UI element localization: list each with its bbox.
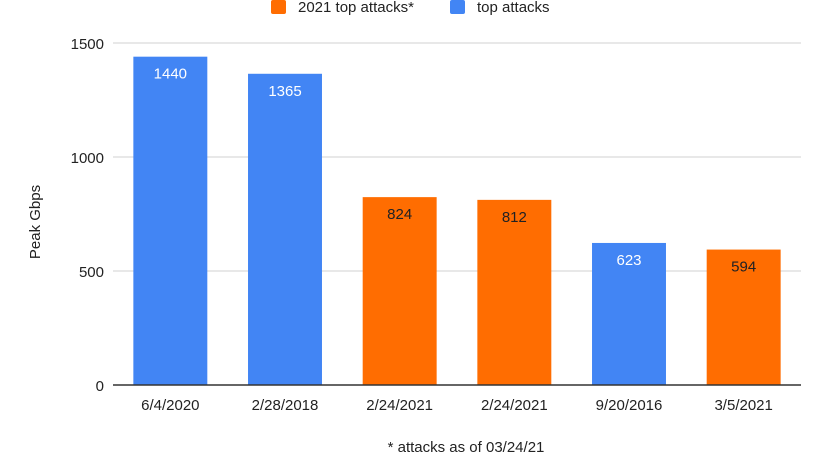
data-label: 812 [502,209,527,226]
y-tick-label: 1500 [71,36,104,53]
bar [477,199,552,385]
data-labels: 1440 1365 824 812 623 594 [154,66,757,276]
bar [362,197,437,385]
bars [133,56,781,386]
bar [592,242,666,385]
legend-swatch [450,0,465,14]
legend-label: 2021 top attacks* [298,0,414,16]
legend-label: top attacks [477,0,550,16]
y-axis-label: Peak Gbps [27,185,44,259]
bar [248,73,322,385]
data-label: 623 [616,252,641,269]
x-axis-ticks: 6/4/2020 2/28/2018 2/24/2021 2/24/2021 9/20/… [141,397,773,414]
x-tick-label: 9/20/2016 [596,397,663,414]
data-label: 824 [387,206,412,223]
data-label: 1365 [268,83,301,100]
y-tick-label: 1000 [71,150,104,167]
legend: 2021 top attacks* top attacks [271,0,550,16]
bar [706,249,781,385]
gridlines [113,42,801,272]
x-tick-label: 3/5/2021 [714,397,772,414]
x-tick-label: 2/24/2021 [366,397,433,414]
x-tick-label: 2/28/2018 [252,397,319,414]
legend-swatch [271,0,286,14]
y-axis-ticks: 0 500 1000 1500 [71,36,104,395]
data-label: 594 [731,259,756,276]
y-tick-label: 0 [96,378,104,395]
data-label: 1440 [154,66,187,83]
x-tick-label: 2/24/2021 [481,397,548,414]
footnote: * attacks as of 03/24/21 [388,439,545,456]
y-tick-label: 500 [79,264,104,281]
bar [133,56,208,386]
x-tick-label: 6/4/2020 [141,397,199,414]
